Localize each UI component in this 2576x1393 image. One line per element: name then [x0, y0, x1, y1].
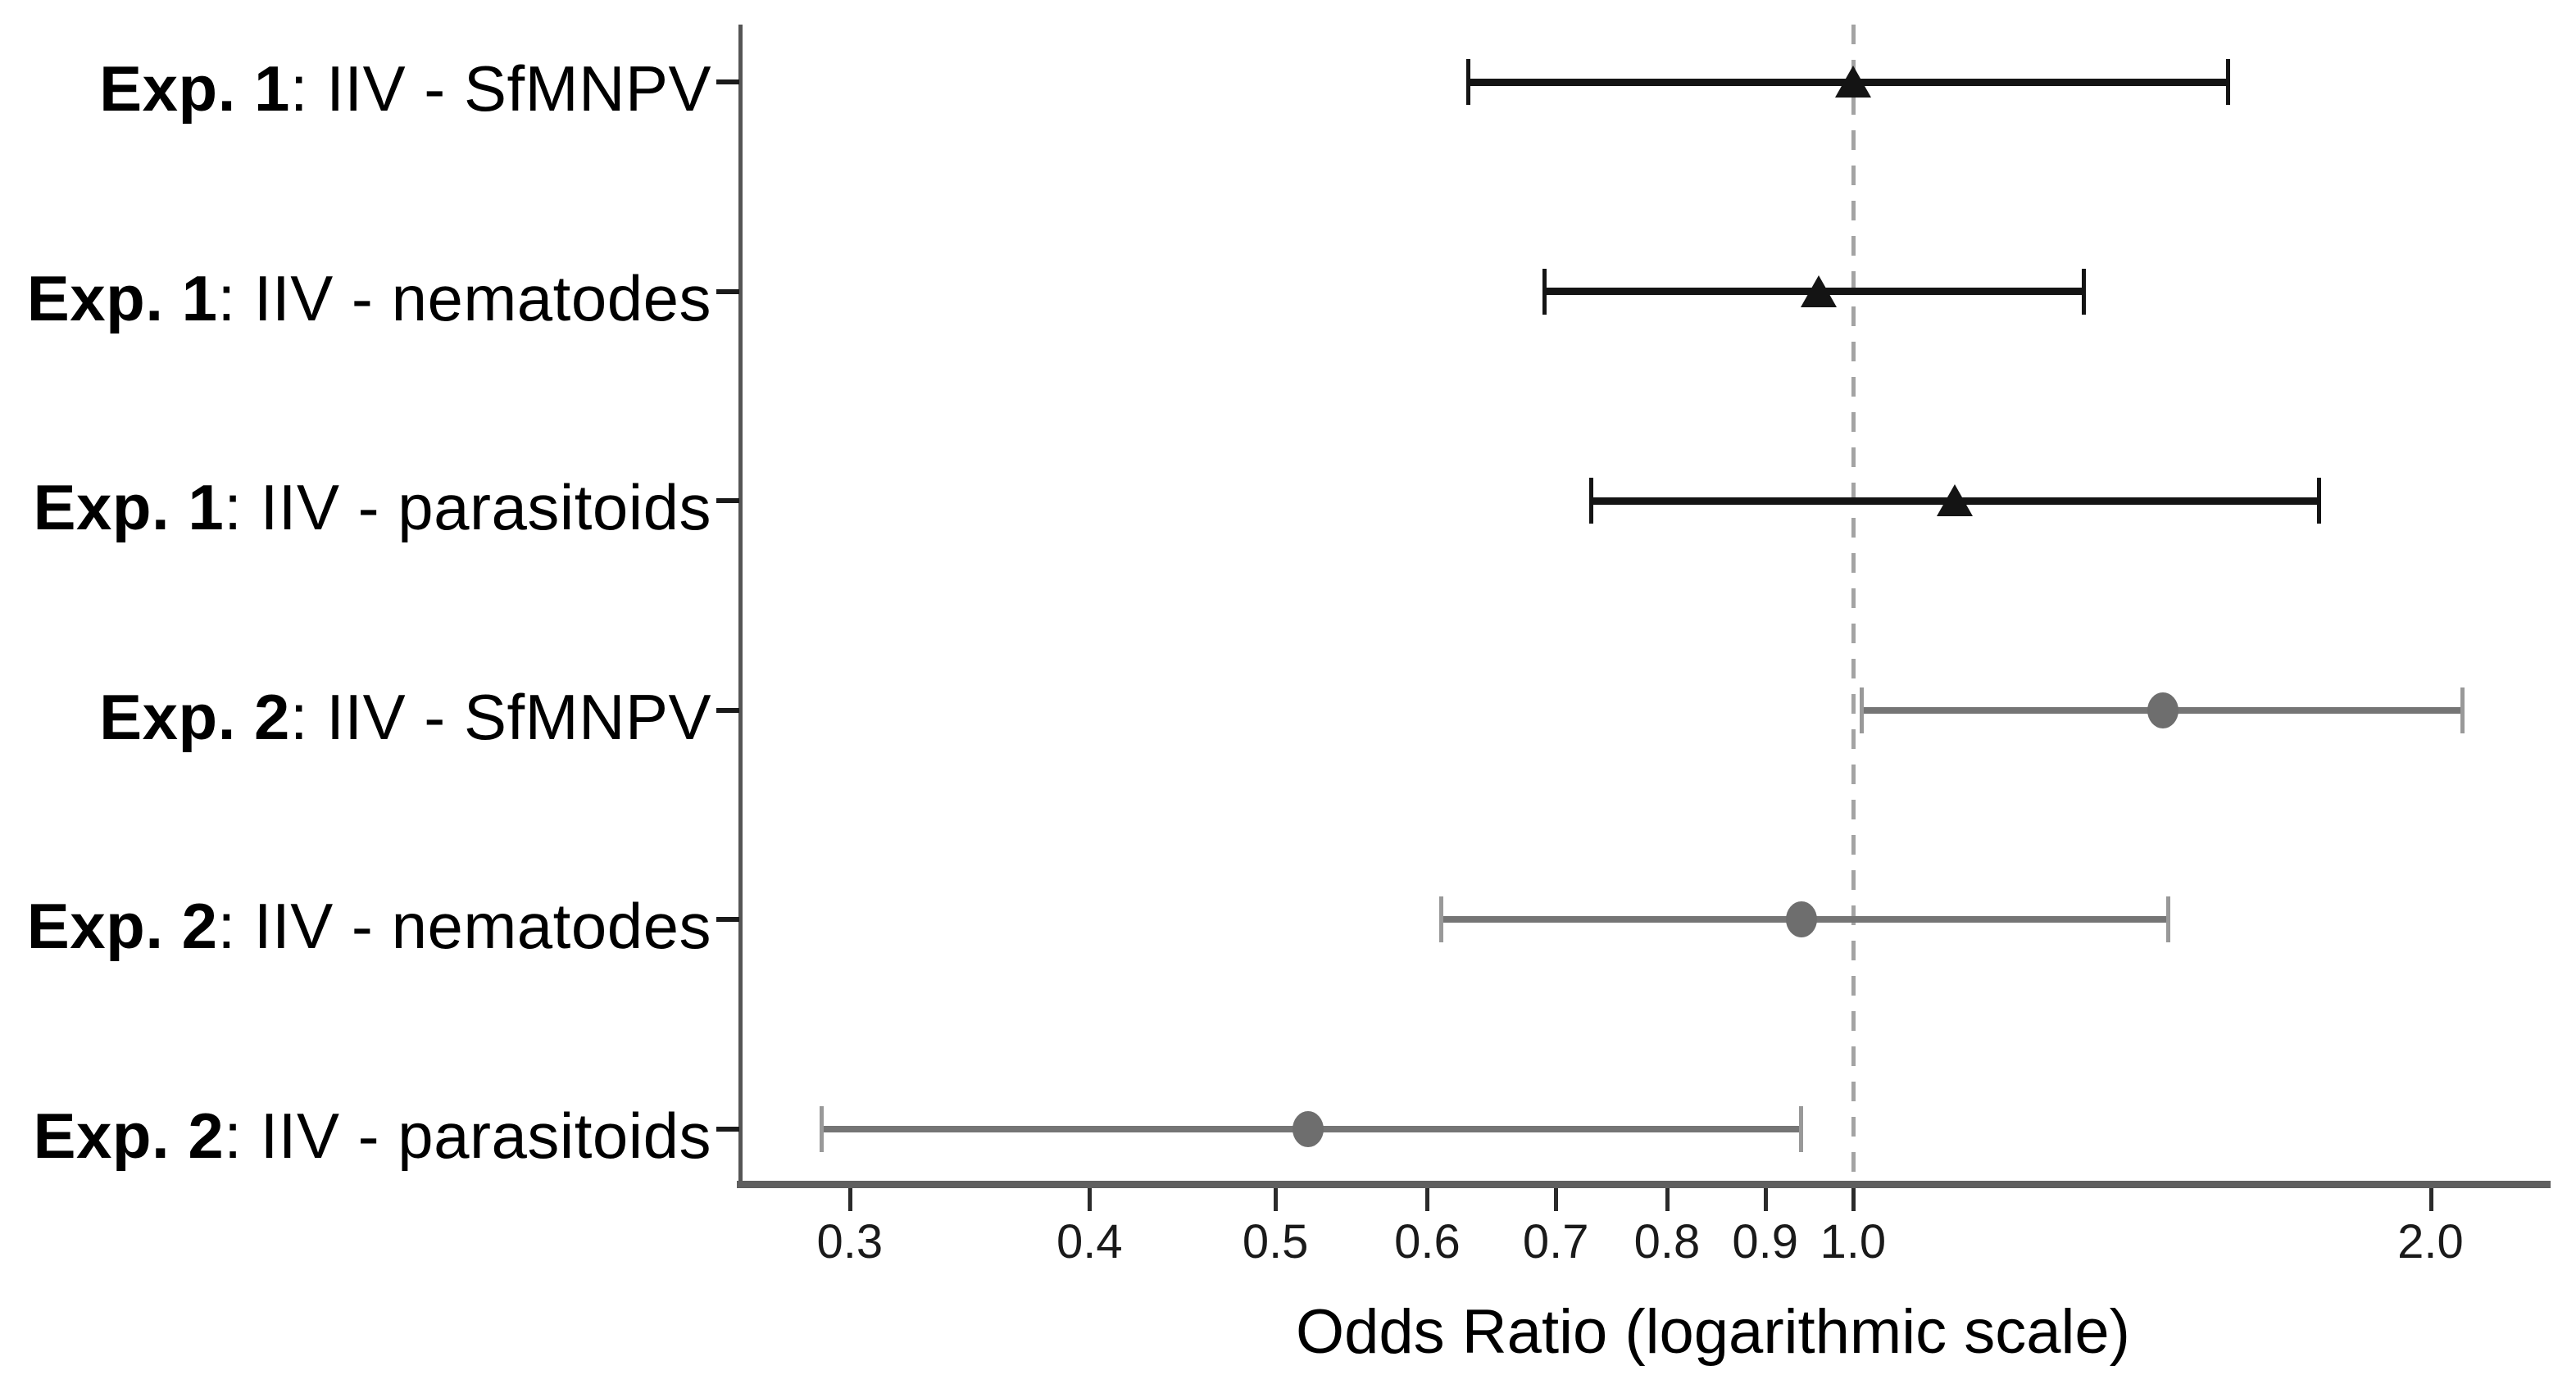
y-axis-tick — [716, 498, 739, 504]
error-bar-cap-high — [2165, 896, 2170, 943]
marker-circle — [2147, 692, 2178, 728]
error-bar-cap-high — [2316, 478, 2321, 524]
error-bar-cap-high — [2082, 268, 2087, 315]
x-tick-label: 1.0 — [1820, 1215, 1887, 1268]
x-tick-label: 0.7 — [1522, 1215, 1589, 1268]
error-bar-cap-low — [1542, 268, 1547, 315]
error-bar-cap-low — [820, 1106, 825, 1152]
error-bar-cap-low — [1439, 896, 1444, 943]
x-axis-tick — [2428, 1188, 2433, 1211]
row-label: Exp. 2: IIV - parasitoids — [33, 1100, 711, 1172]
x-axis-tick — [1088, 1188, 1093, 1211]
x-tick-label: 2.0 — [2397, 1215, 2464, 1268]
x-tick-label: 0.3 — [816, 1215, 884, 1268]
row-label: Exp. 1: IIV - nematodes — [26, 261, 711, 334]
x-tick-label: 0.6 — [1394, 1215, 1461, 1268]
x-axis-line — [737, 1181, 2551, 1188]
y-axis-tick — [716, 1127, 739, 1132]
row-label-experiment: Exp. 2 — [33, 1100, 225, 1172]
row-label-experiment: Exp. 2 — [99, 680, 290, 753]
row-label-experiment: Exp. 1 — [26, 261, 218, 334]
x-axis-tick — [1274, 1188, 1279, 1211]
x-axis-tick — [847, 1188, 852, 1211]
row-label: Exp. 1: IIV - SfMNPV — [99, 52, 711, 125]
x-axis-tick — [1851, 1188, 1856, 1211]
error-bar-cap-low — [1466, 59, 1471, 105]
y-axis-tick — [716, 707, 739, 713]
x-tick-label: 0.5 — [1242, 1215, 1309, 1268]
x-axis-tick — [1554, 1188, 1559, 1211]
row-label-experiment: Exp. 1 — [99, 52, 290, 125]
marker-triangle — [1834, 66, 1871, 98]
y-axis-tick — [716, 917, 739, 923]
row-label-experiment: Exp. 1 — [33, 471, 225, 544]
x-axis-title: Odds Ratio (logarithmic scale) — [1296, 1297, 2130, 1367]
y-axis-line — [738, 25, 743, 1187]
x-axis-tick — [1665, 1188, 1670, 1211]
error-bar-cap-low — [1588, 478, 1593, 524]
x-tick-label: 0.8 — [1633, 1215, 1701, 1268]
y-axis-tick — [716, 79, 739, 84]
error-bar-cap-low — [1859, 687, 1864, 733]
error-bar-cap-high — [1798, 1106, 1803, 1152]
marker-triangle — [1937, 484, 1974, 517]
row-label: Exp. 2: IIV - nematodes — [26, 890, 711, 963]
x-axis-tick — [1425, 1188, 1430, 1211]
row-label: Exp. 1: IIV - parasitoids — [33, 471, 711, 544]
error-bar-cap-high — [2226, 59, 2231, 105]
reference-line-or-1 — [1851, 25, 1856, 1184]
x-axis-tick — [1763, 1188, 1768, 1211]
error-bar-cap-high — [2460, 687, 2465, 733]
y-axis-tick — [716, 288, 739, 294]
marker-circle — [1785, 901, 1817, 938]
row-label: Exp. 2: IIV - SfMNPV — [99, 680, 711, 753]
row-label-experiment: Exp. 2 — [26, 890, 218, 963]
marker-circle — [1293, 1111, 1324, 1147]
marker-triangle — [1801, 275, 1838, 307]
x-tick-label: 0.9 — [1732, 1215, 1799, 1268]
x-tick-label: 0.4 — [1056, 1215, 1123, 1268]
